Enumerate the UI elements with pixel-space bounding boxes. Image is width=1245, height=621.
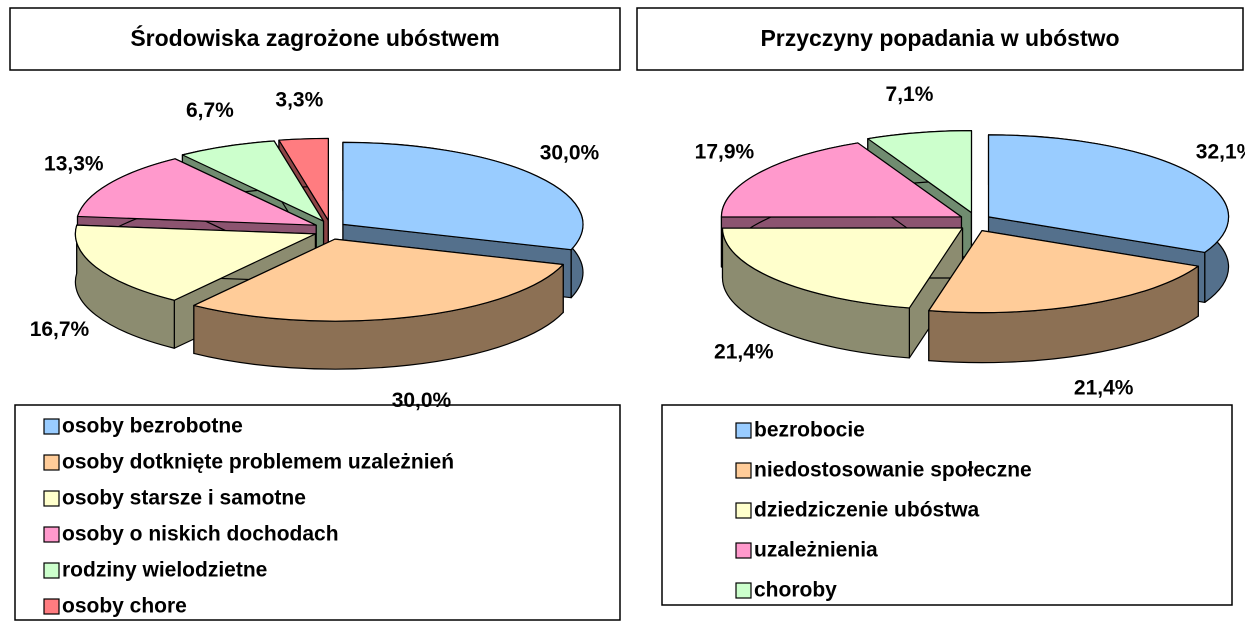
slice xyxy=(867,130,973,214)
legend-swatch xyxy=(43,418,60,435)
legend-swatch xyxy=(43,598,60,615)
data-label: 30,0% xyxy=(392,389,452,412)
legend-swatch xyxy=(43,490,60,507)
legend-swatch xyxy=(43,454,60,471)
legend-swatch xyxy=(43,562,60,579)
legend-label: dziedziczenie ubóstwa xyxy=(754,499,980,522)
chart-title: Przyczyny popadania w ubóstwo xyxy=(760,25,1119,51)
slice xyxy=(928,230,1199,314)
legend-label: osoby bezrobotne xyxy=(62,415,243,438)
legend-swatch xyxy=(735,582,752,599)
legend-label: choroby xyxy=(754,579,837,602)
slice xyxy=(74,224,316,301)
legend-box xyxy=(14,404,621,621)
data-label: 30,0% xyxy=(540,141,600,164)
legend-label: osoby starsze i samotne xyxy=(62,487,306,510)
legend-label: rodziny wielodzietne xyxy=(62,559,267,582)
data-label: 7,1% xyxy=(886,83,934,106)
data-label: 17,9% xyxy=(695,141,755,164)
legend-label: osoby chore xyxy=(62,595,187,618)
data-label: 21,4% xyxy=(714,340,774,363)
data-label: 21,4% xyxy=(1074,376,1134,399)
data-label: 6,7% xyxy=(186,99,234,122)
slice xyxy=(193,238,564,322)
data-label: 16,7% xyxy=(30,318,90,341)
slice xyxy=(76,158,317,226)
legend-swatch xyxy=(735,542,752,559)
slice xyxy=(987,134,1230,254)
slice xyxy=(278,137,329,222)
title-box xyxy=(9,7,621,71)
slice xyxy=(720,142,963,218)
legend-swatch xyxy=(43,526,60,543)
data-label: 32,1% xyxy=(1196,141,1245,164)
legend-swatch xyxy=(735,502,752,519)
data-label: 13,3% xyxy=(44,153,104,176)
legend-box xyxy=(661,404,1233,606)
legend-swatch xyxy=(735,462,752,479)
legend-swatch xyxy=(735,422,752,439)
legend-label: bezrobocie xyxy=(754,419,865,442)
legend-label: niedostosowanie społeczne xyxy=(754,459,1032,482)
legend-label: osoby dotknięte problemem uzależnień xyxy=(62,451,454,474)
slice xyxy=(181,140,325,222)
legend-label: osoby o niskich dochodach xyxy=(62,523,339,546)
slice xyxy=(721,227,964,309)
title-box xyxy=(636,7,1244,71)
chart-title: Środowiska zagrożone ubóstwem xyxy=(130,24,499,51)
slice xyxy=(342,141,584,251)
legend-label: uzależnienia xyxy=(754,539,878,562)
data-label: 3,3% xyxy=(275,89,323,112)
